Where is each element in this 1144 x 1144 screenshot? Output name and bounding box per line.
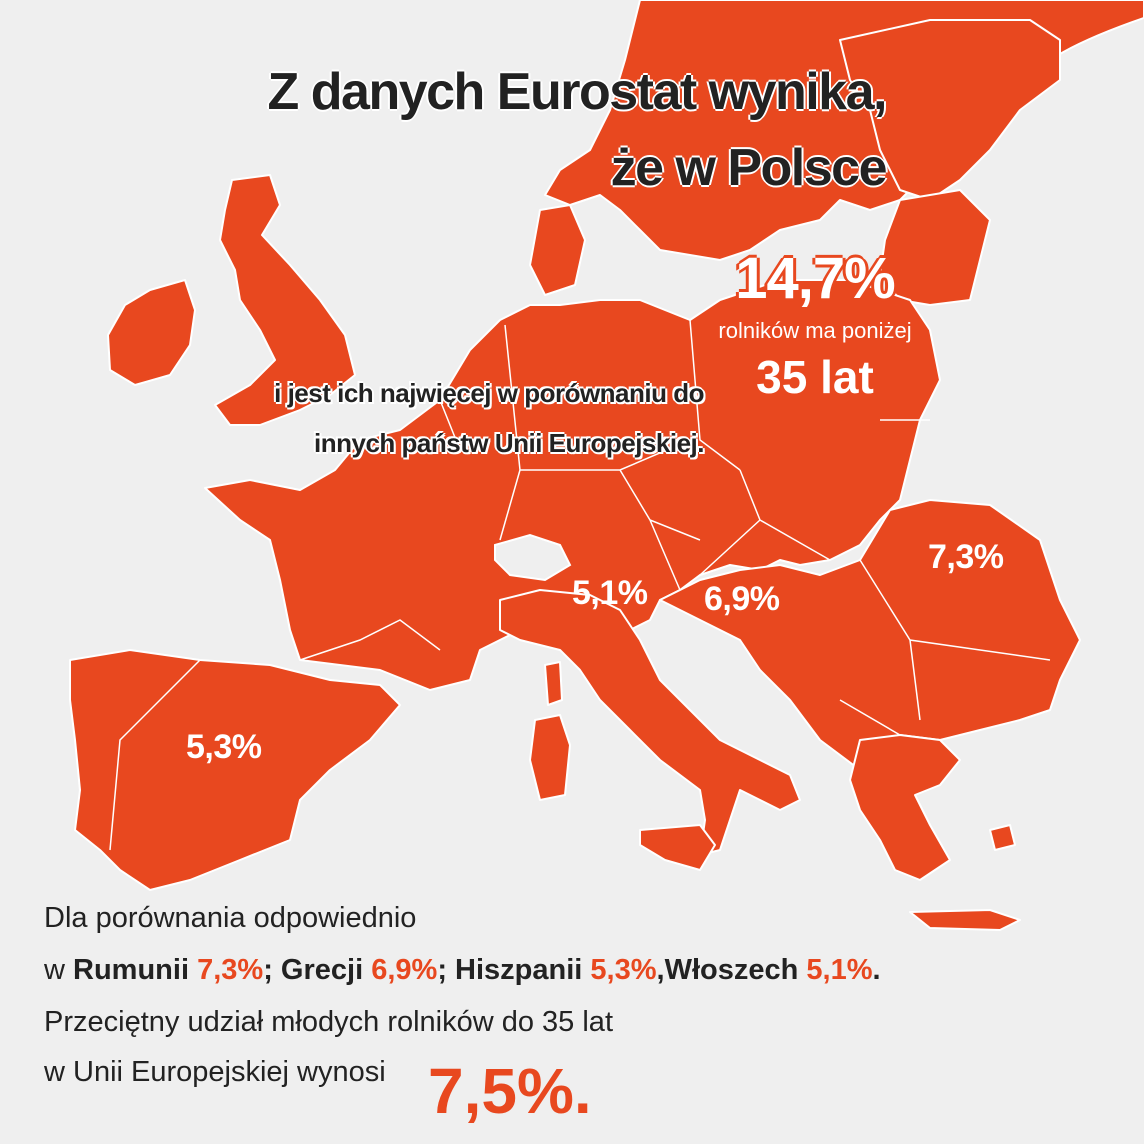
greece-value: 6,9% [371,954,438,986]
switzerland-shape [494,533,572,582]
footer-line-1: Dla porównania odpowiednio [44,902,417,934]
sardinia-shape [529,714,571,801]
crete-shape [909,909,1021,931]
subtitle-line-2: innych państw Unii Europejskiej. [314,428,704,458]
great-britain-shape [214,174,356,426]
poland-percentage: 14,7% [735,246,895,311]
sep-3: , [656,954,665,986]
greece-shape [849,734,961,881]
romania-label: 7,3% [928,538,1004,576]
italy-shape [499,589,801,856]
sep-1: ; [263,954,273,986]
italy-name: Włoszech [664,954,799,986]
sep-2: ; [437,954,447,986]
footer-line-2: w Rumunii 7,3%; Grecji 6,9%; Hiszpanii 5… [44,954,881,987]
sicily-shape [639,824,716,871]
baltics-shape [879,189,991,306]
balkans-shape [659,499,1081,771]
title-line-2: że w Polsce [610,139,888,197]
greece-label: 6,9% [704,580,780,618]
sep-4: . [872,954,881,986]
ireland-shape [107,279,196,386]
subtitle-line-1: i jest ich najwięcej w porównaniu do [274,378,704,408]
spain-name: Hiszpanii [455,954,583,986]
title-line-1: Z danych Eurostat wynika, [267,63,888,121]
finland-shape [839,19,1061,201]
border-lines [109,319,1051,851]
spain-value: 5,3% [590,954,657,986]
italy-value: 5,1% [806,954,873,986]
denmark-shape [529,204,586,296]
footer-line-3: Przeciętny udział młodych rolników do 35… [44,1006,613,1038]
footer-line-4: w Unii Europejskiej wynosi [44,1056,386,1088]
footer-w: w [44,954,65,986]
corsica-shape [544,661,563,706]
romania-name: Rumunii [73,954,190,986]
island-shape [989,824,1016,851]
greece-name: Grecji [280,954,364,986]
spain-label: 5,3% [186,728,262,766]
poland-description: rolników ma poniżej [718,318,912,343]
poland-age: 35 lat [756,351,874,403]
iberia-shape [69,649,401,891]
eu-average-value: 7,5%. [428,1055,592,1127]
italy-label: 5,1% [572,574,648,612]
romania-value: 7,3% [197,954,264,986]
